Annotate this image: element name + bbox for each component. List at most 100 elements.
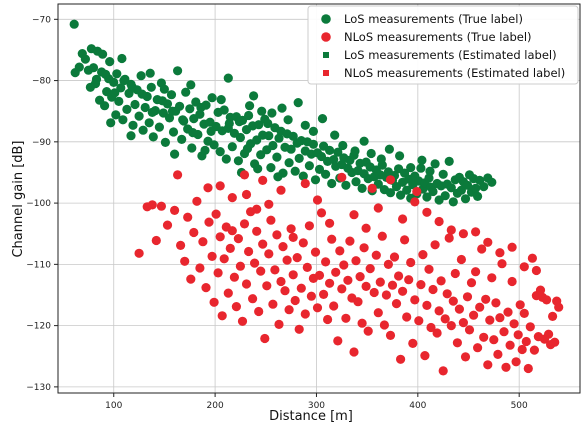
data-point — [422, 300, 432, 310]
data-point — [231, 302, 241, 312]
axes — [57, 3, 581, 394]
data-point — [151, 235, 161, 246]
data-point — [288, 270, 298, 280]
data-point — [408, 338, 418, 348]
data-point — [312, 303, 323, 313]
data-point — [314, 164, 325, 174]
legend-box — [307, 5, 579, 85]
x-tick-label: 100 — [105, 401, 122, 411]
data-point — [215, 181, 225, 191]
data-point — [339, 260, 349, 270]
data-points — [69, 19, 564, 376]
data-point — [88, 63, 99, 73]
data-point — [416, 280, 426, 290]
y-tick-label: −100 — [26, 199, 51, 209]
data-point — [276, 276, 286, 287]
data-point — [471, 183, 481, 193]
x-tick-label: 400 — [409, 401, 426, 411]
data-point — [198, 237, 208, 247]
data-point — [446, 321, 456, 331]
data-point — [554, 302, 564, 312]
data-point — [503, 307, 513, 317]
data-point — [491, 298, 501, 308]
data-point — [377, 231, 387, 241]
data-point — [396, 190, 406, 200]
data-point — [355, 272, 365, 282]
data-point — [207, 251, 217, 261]
data-point — [181, 87, 191, 97]
data-point — [74, 62, 84, 72]
data-point — [268, 140, 278, 151]
data-point — [448, 197, 458, 207]
data-point — [398, 286, 408, 296]
data-point — [330, 130, 340, 140]
data-point — [264, 249, 274, 259]
data-point — [327, 178, 337, 189]
data-point — [548, 311, 558, 321]
data-point — [345, 236, 355, 246]
data-point — [137, 89, 147, 99]
data-point — [373, 308, 383, 318]
data-point — [481, 294, 491, 304]
data-point — [270, 265, 280, 275]
y-axis-label: Channel gain [dB] — [11, 140, 26, 257]
data-point — [331, 267, 341, 277]
data-point — [333, 147, 343, 157]
data-point — [428, 186, 438, 197]
data-point — [284, 158, 294, 168]
y-tick-label: −120 — [26, 322, 51, 332]
data-point — [106, 118, 116, 128]
data-point — [430, 159, 440, 169]
data-point — [458, 318, 468, 328]
data-point — [138, 125, 148, 135]
data-point — [274, 319, 284, 329]
data-point — [250, 258, 260, 268]
data-point — [381, 290, 391, 300]
data-point — [458, 229, 468, 239]
data-point — [235, 132, 245, 143]
data-point — [173, 66, 183, 76]
data-point — [304, 161, 314, 171]
data-point — [350, 146, 360, 156]
legend-circle-marker — [321, 32, 331, 42]
data-point — [321, 257, 331, 267]
data-point — [363, 326, 373, 336]
data-point — [227, 142, 237, 152]
data-point — [460, 352, 471, 362]
data-point — [144, 118, 154, 128]
data-point — [217, 311, 227, 321]
data-point — [134, 111, 144, 121]
data-point — [100, 101, 110, 111]
data-point — [256, 266, 266, 276]
data-point — [519, 262, 529, 272]
data-point — [333, 336, 343, 346]
data-point — [338, 140, 348, 151]
data-point — [426, 322, 436, 333]
data-point — [456, 185, 466, 195]
data-point — [402, 312, 412, 322]
data-point — [249, 91, 259, 101]
data-point — [252, 226, 262, 236]
data-point — [385, 188, 396, 198]
data-point — [523, 363, 533, 374]
data-point — [273, 172, 283, 182]
data-point — [290, 295, 300, 306]
data-point — [233, 156, 243, 166]
data-point — [507, 242, 517, 252]
data-point — [188, 128, 198, 138]
data-point — [462, 292, 473, 302]
data-point — [242, 144, 253, 154]
data-point — [519, 308, 529, 318]
x-tick-label: 300 — [308, 401, 325, 411]
data-point — [436, 276, 446, 286]
data-point — [310, 247, 321, 257]
data-point — [128, 120, 138, 130]
data-point — [209, 297, 219, 307]
data-point — [544, 329, 554, 339]
data-point — [410, 197, 420, 207]
data-point — [219, 254, 229, 264]
data-point — [308, 126, 318, 136]
data-point — [375, 277, 385, 287]
data-point — [298, 171, 308, 181]
data-point — [450, 268, 460, 279]
